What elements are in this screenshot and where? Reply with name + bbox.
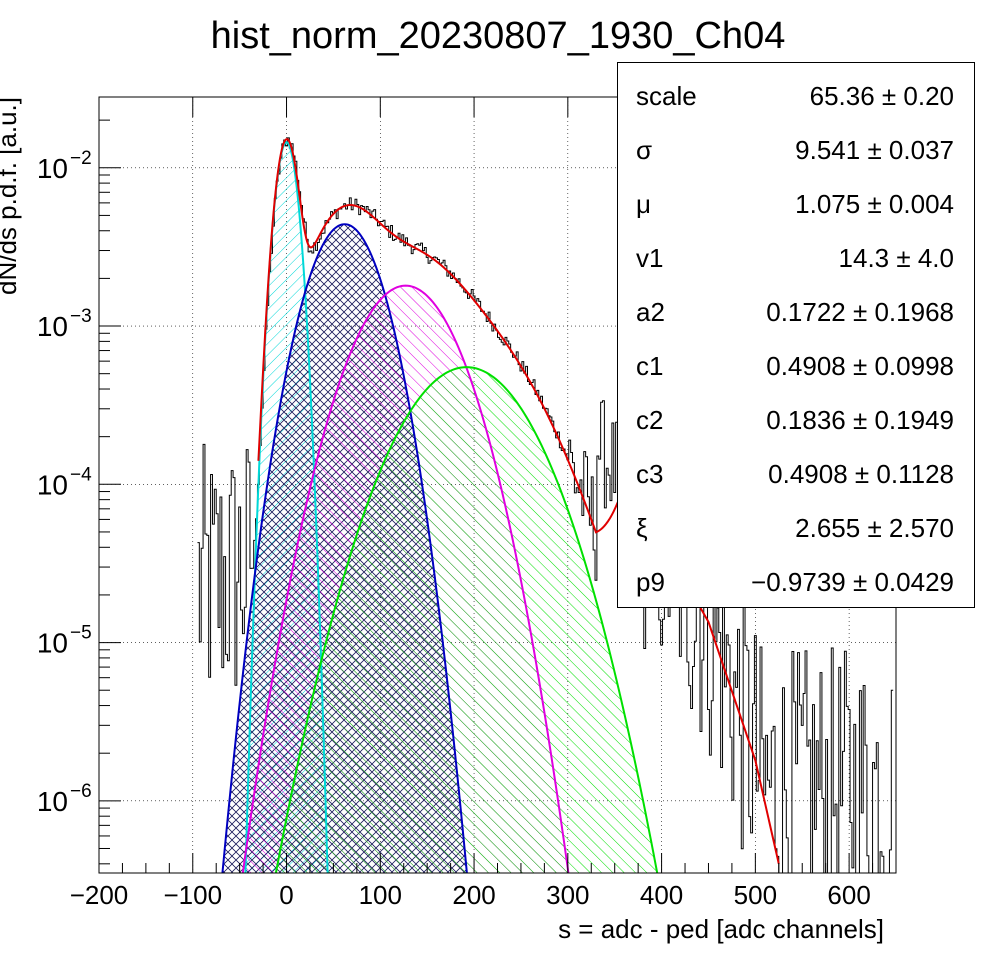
stats-row: scale 65.36 ± 0.20 (618, 67, 974, 121)
stats-param-name: scale (636, 81, 697, 111)
stats-param-name: a2 (636, 297, 665, 327)
y-tick-label: 10 (37, 469, 68, 500)
stats-param-name: c1 (636, 351, 664, 381)
stats-param-value: 0.4908 ± 0.0998 (766, 351, 954, 381)
stats-row: v1 14.3 ± 4.0 (618, 229, 974, 283)
stats-box: scale 65.36 ± 0.20 σ 9.541 ± 0.037 μ 1.075 ± … (617, 62, 975, 608)
stats-param-value: 0.1722 ± 0.1968 (766, 297, 954, 327)
stats-param-name: ξ (636, 513, 648, 543)
stats-row: σ 9.541 ± 0.037 (618, 121, 974, 175)
stats-param-value: 14.3 ± 4.0 (838, 243, 954, 273)
stats-param-value: 2.655 ± 2.570 (795, 513, 954, 543)
y-tick-label: 10 (37, 628, 68, 659)
stats-row: c3 0.4908 ± 0.1128 (618, 445, 974, 499)
component-curve (221, 223, 468, 873)
x-tick-label: 100 (359, 880, 402, 910)
stats-param-value: 9.541 ± 0.037 (795, 135, 954, 165)
x-tick-label: 500 (734, 880, 777, 910)
y-tick-label: 10 (37, 153, 68, 184)
x-tick-label: 400 (640, 880, 683, 910)
x-tick-label: −100 (163, 880, 222, 910)
y-tick-exponent: −5 (70, 623, 92, 644)
y-tick-exponent: −6 (70, 781, 92, 802)
stats-row: a2 0.1722 ± 0.1968 (618, 283, 974, 337)
x-tick-label: 0 (279, 880, 293, 910)
x-tick-label: 300 (546, 880, 589, 910)
stats-param-value: −0.9739 ± 0.0429 (751, 567, 954, 597)
x-axis-label: s = adc - ped [adc channels] (558, 914, 884, 944)
stats-param-value: 0.4908 ± 0.1128 (768, 459, 954, 489)
stats-row: c1 0.4908 ± 0.0998 (618, 337, 974, 391)
y-tick-exponent: −3 (70, 306, 92, 327)
stats-param-value: 0.1836 ± 0.1949 (766, 405, 954, 435)
stats-param-name: p9 (636, 567, 665, 597)
component-fill (275, 367, 658, 873)
stats-param-name: c3 (636, 459, 664, 489)
y-tick-exponent: −4 (70, 464, 92, 485)
y-tick-exponent: −2 (70, 148, 92, 169)
x-tick-label: 200 (452, 880, 495, 910)
y-tick-label: 10 (37, 311, 68, 342)
y-tick-label: 10 (37, 786, 68, 817)
stats-row: μ 1.075 ± 0.004 (618, 175, 974, 229)
component-curve (244, 141, 329, 873)
stats-param-value: 1.075 ± 0.004 (795, 189, 954, 219)
y-axis-label: dN/ds p.d.f. [a.u.] (0, 97, 22, 295)
histogram (197, 137, 894, 873)
stats-row: p9 −0.9739 ± 0.0429 (618, 553, 974, 607)
stats-param-name: v1 (636, 243, 664, 273)
histogram-line (197, 137, 894, 873)
stats-param-name: μ (636, 189, 651, 219)
component-curve (274, 366, 659, 873)
stats-row: ξ 2.655 ± 2.570 (618, 499, 974, 553)
stats-param-name: σ (636, 135, 653, 165)
x-tick-label: 600 (827, 880, 870, 910)
component-curve (241, 284, 570, 873)
stats-row: c2 0.1836 ± 0.1949 (618, 391, 974, 445)
x-tick-label: −200 (70, 880, 129, 910)
stats-param-value: 65.36 ± 0.20 (809, 81, 954, 111)
chart-title: hist_norm_20230807_1930_Ch04 (211, 15, 786, 57)
stats-param-name: c2 (636, 405, 664, 435)
